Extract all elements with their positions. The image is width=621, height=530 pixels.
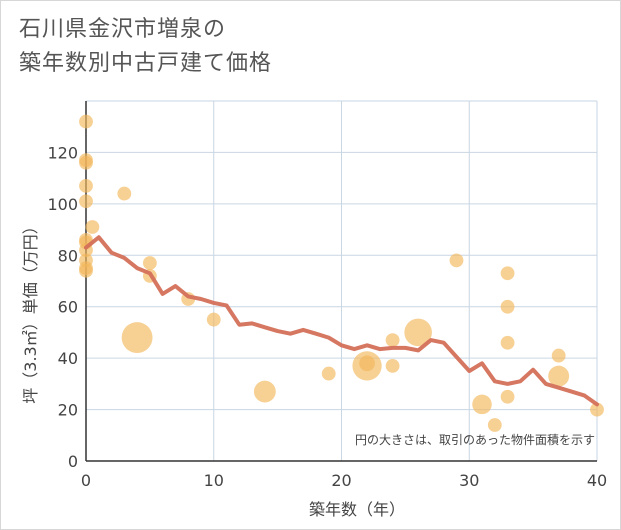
x-tick-label: 20 (331, 471, 351, 490)
chart-title: 石川県金沢市増泉の 築年数別中古戸建て価格 (19, 13, 272, 81)
line-layer (84, 235, 599, 407)
y-tick-label: 60 (58, 298, 78, 317)
y-tick-label: 120 (47, 143, 78, 162)
bubble-point (117, 186, 132, 201)
bubble-point (359, 355, 375, 372)
x-axis-label: 築年数（年） (309, 500, 405, 519)
y-tick-label: 40 (58, 349, 78, 368)
y-axis-label: 坪（3.3㎡）単価（万円） (21, 218, 40, 403)
x-tick-label: 10 (204, 471, 224, 490)
bubble-point (548, 365, 570, 387)
title-line-2: 築年数別中古戸建て価格 (19, 51, 273, 76)
average-price-line (84, 235, 599, 407)
y-tick-label: 20 (58, 401, 78, 420)
bubble-point (121, 322, 153, 354)
bubble-point (590, 402, 604, 417)
bubble-point (79, 194, 93, 209)
bubble-point (253, 380, 276, 403)
bubble-layer (79, 114, 604, 432)
bubble-point (500, 299, 515, 314)
bubble-size-note: 円の大きさは、取引のあった物件面積を示す (355, 432, 595, 447)
bubble-point (79, 155, 93, 170)
bubble-point (500, 389, 515, 404)
tick-labels: 0 10 20 30 40 0 20 40 60 80 100 120 (47, 143, 607, 490)
bubble-point (449, 253, 464, 268)
bubble-point (472, 394, 492, 415)
y-tick-label: 100 (47, 195, 78, 214)
y-tick-label: 0 (68, 452, 78, 471)
bubble-point (79, 178, 93, 193)
bubble-point (142, 256, 157, 270)
bubble-point (487, 418, 502, 432)
y-tick-label: 80 (58, 246, 78, 265)
bubble-point (404, 318, 432, 347)
bubble-point (385, 358, 400, 373)
bubble-point (321, 366, 336, 381)
x-tick-label: 0 (81, 471, 91, 490)
bubble-point (85, 220, 100, 234)
bubble-point (385, 333, 400, 348)
bubble-point (551, 348, 566, 363)
bubble-point (500, 335, 515, 350)
grid-lines (85, 100, 598, 462)
bubble-point (500, 266, 515, 281)
bubble-point (79, 263, 93, 278)
x-tick-label: 30 (459, 471, 479, 490)
bubble-point (206, 312, 221, 327)
title-line-1: 石川県金沢市増泉の (19, 17, 227, 42)
x-tick-label: 40 (587, 471, 607, 490)
bubble-point (79, 114, 93, 129)
